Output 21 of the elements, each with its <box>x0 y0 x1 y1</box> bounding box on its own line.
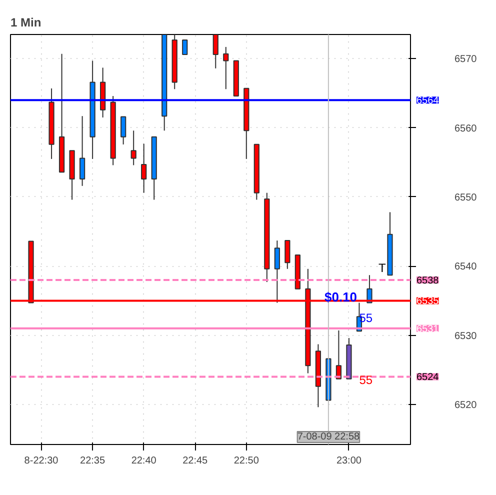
x-tick-label: 8-22:30 <box>24 456 59 466</box>
ref-line-label: 6524 <box>416 372 440 384</box>
y-tick-label: 6540 <box>454 262 478 273</box>
annotation: 55 <box>359 373 373 388</box>
annotation: T <box>378 261 386 276</box>
y-tick-label: 6560 <box>454 123 478 134</box>
x-tick-label: 22:35 <box>80 456 106 466</box>
ref-line-label: 6531 <box>416 324 440 335</box>
ref-line-label: 6538 <box>416 275 440 286</box>
y-tick-label: 6530 <box>454 330 478 342</box>
ref-line-label: 6535 <box>416 296 440 308</box>
x-tick-label: 22:45 <box>182 456 208 466</box>
x-tick-label: 23:00 <box>336 456 362 466</box>
annotation: 55 <box>359 310 373 325</box>
x-tick-label: 22:40 <box>131 456 157 466</box>
y-tick-label: 6570 <box>454 54 478 66</box>
chart-title: 1 Min <box>10 16 42 30</box>
y-tick-label: 6550 <box>454 192 478 204</box>
ref-line-label: 7-08-09 22:58 <box>297 432 360 442</box>
y-tick-label: 6520 <box>454 400 478 411</box>
x-tick-label: 22:50 <box>234 456 260 466</box>
